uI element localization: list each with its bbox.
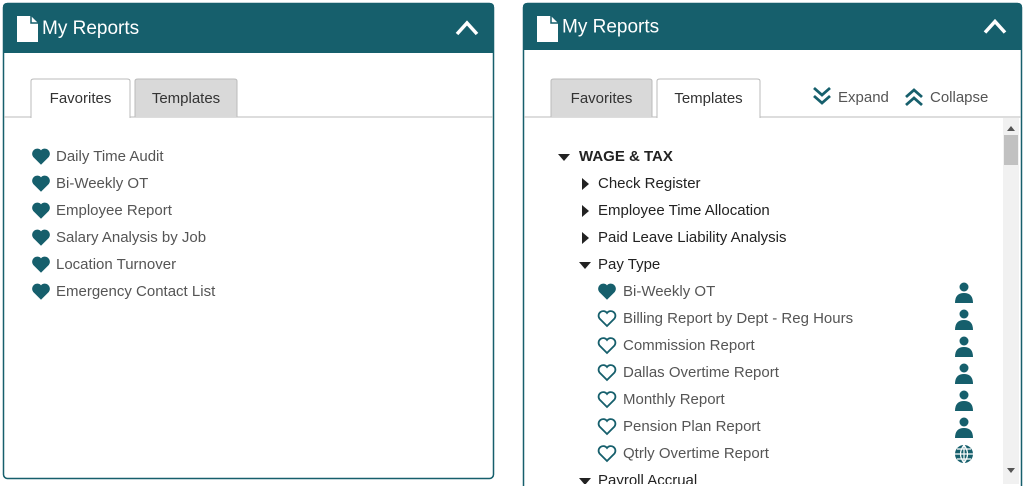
user-icon-head — [959, 309, 969, 319]
document-fold — [30, 16, 38, 24]
caret-down[interactable] — [558, 154, 570, 161]
user-icon-head — [959, 417, 969, 427]
collapse-button[interactable]: Collapse — [930, 89, 988, 106]
tab-label[interactable]: Favorites — [571, 90, 633, 107]
tree-folder[interactable]: Paid Leave Liability Analysis — [598, 229, 786, 246]
user-icon-body — [955, 374, 973, 384]
tree-folder[interactable]: Employee Time Allocation — [598, 202, 770, 219]
template-report[interactable]: Pension Plan Report — [623, 418, 761, 435]
template-report[interactable]: Monthly Report — [623, 391, 726, 408]
user-icon-body — [955, 320, 973, 330]
document-icon — [537, 16, 558, 42]
favorite-report[interactable]: Bi-Weekly OT — [56, 175, 148, 192]
tab-label[interactable]: Templates — [152, 90, 220, 107]
tab-active[interactable] — [656, 78, 761, 118]
tab-label[interactable]: Templates — [674, 90, 742, 107]
caret-right[interactable] — [582, 232, 589, 244]
user-icon-head — [959, 282, 969, 292]
panel-title: My Reports — [562, 17, 659, 38]
tab-label[interactable]: Favorites — [50, 90, 112, 107]
user-icon-body — [955, 347, 973, 357]
favorite-report[interactable]: Salary Analysis by Job — [56, 229, 206, 246]
template-report[interactable]: Bi-Weekly OT — [623, 283, 715, 300]
favorite-report[interactable]: Emergency Contact List — [56, 283, 216, 300]
report-tree: WAGE & TAX Check Register Employee Time Al… — [558, 148, 973, 486]
user-icon-head — [959, 390, 969, 400]
scroll-down[interactable] — [1007, 468, 1015, 473]
template-report[interactable]: Qtrly Overtime Report — [623, 445, 770, 462]
user-icon-body — [955, 293, 973, 303]
tree-folder[interactable]: Payroll Accrual — [598, 472, 697, 486]
tab[interactable] — [550, 78, 653, 117]
caret-down[interactable] — [579, 478, 591, 485]
user-icon-head — [959, 336, 969, 346]
report-panel: My Reports Favorites Templates Daily Time A… — [2, 2, 495, 480]
collapse-panel-button[interactable] — [455, 20, 479, 36]
expand-icon[interactable] — [813, 86, 831, 105]
document-fold — [550, 16, 558, 24]
favorite-report[interactable]: Daily Time Audit — [56, 148, 164, 165]
scrollbar-thumb[interactable] — [1004, 135, 1018, 165]
report-panel: My Reports Favorites Templates Expand Collap… — [522, 2, 1023, 486]
user-icon-head — [959, 363, 969, 373]
panel-header — [3, 3, 494, 53]
panel-header — [523, 3, 1022, 50]
favorite-report[interactable]: Location Turnover — [56, 256, 176, 273]
caret-right[interactable] — [582, 178, 589, 190]
template-report[interactable]: Commission Report — [623, 337, 756, 354]
globe-lines — [955, 444, 973, 464]
caret-right[interactable] — [582, 205, 589, 217]
template-report[interactable]: Dallas Overtime Report — [623, 364, 780, 381]
user-icon-body — [955, 428, 973, 438]
collapse-panel-button[interactable] — [983, 18, 1007, 34]
tree-category[interactable]: WAGE & TAX — [579, 148, 673, 165]
template-report[interactable]: Billing Report by Dept - Reg Hours — [623, 310, 853, 327]
tree-folder[interactable]: Check Register — [598, 175, 701, 192]
panel-title: My Reports — [42, 18, 139, 39]
tab[interactable] — [134, 78, 238, 117]
scrollbar-track — [1003, 118, 1019, 484]
collapse-icon[interactable] — [905, 88, 923, 107]
tree-folder[interactable]: Pay Type — [598, 256, 660, 273]
favorite-report[interactable]: Employee Report — [56, 202, 173, 219]
scroll-up[interactable] — [1007, 126, 1015, 131]
tab-active[interactable] — [30, 78, 131, 118]
expand-button[interactable]: Expand — [838, 89, 889, 106]
user-icon-body — [955, 401, 973, 411]
caret-down[interactable] — [579, 262, 591, 269]
document-icon — [17, 16, 38, 42]
